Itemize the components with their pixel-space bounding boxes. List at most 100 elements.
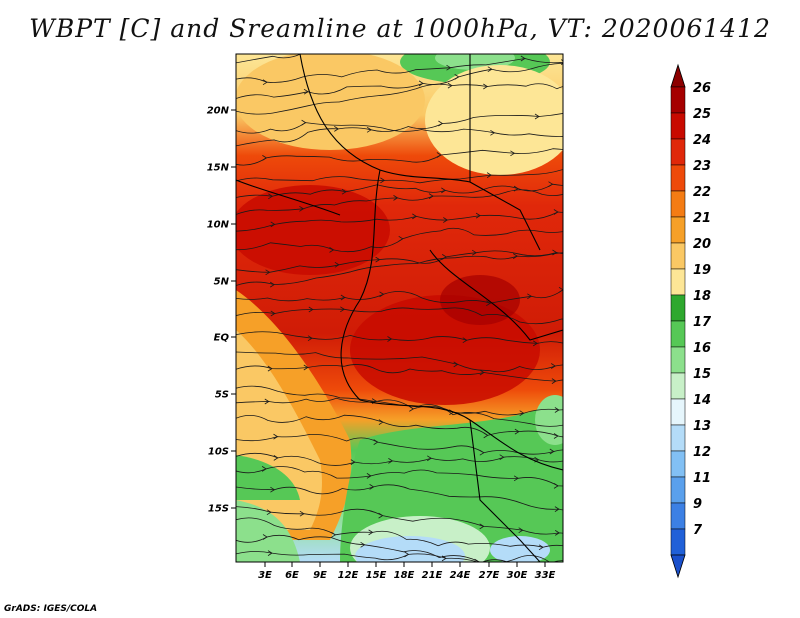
streamline [236, 252, 563, 286]
colorbar-swatch [670, 294, 686, 322]
lon-tick-label: 21E [422, 570, 443, 581]
streamline [236, 169, 563, 184]
streamline [236, 307, 563, 325]
colorbar: 26 25 24 23 22 21 20 19 18 17 16 15 14 13 12 11 9 7 [670, 63, 712, 579]
colorbar-swatch [670, 450, 686, 478]
lon-tick-label: 18E [394, 570, 415, 581]
colorbar-swatch [670, 346, 686, 374]
lon-tick-label: 6E [285, 570, 299, 581]
lon-tick-label: 9E [313, 570, 327, 581]
streamline [236, 227, 563, 253]
lat-tick-label: 10N [207, 220, 230, 231]
colorbar-label: 25 [693, 107, 711, 122]
colorbar-label: 19 [693, 263, 711, 278]
colorbar-swatch [670, 138, 686, 166]
colorbar-swatch [670, 372, 686, 400]
country-border [469, 419, 541, 562]
country-border [236, 179, 341, 216]
lon-tick-label: 30E [507, 570, 528, 581]
colorbar-swatch [670, 216, 686, 244]
streamline-arrow [573, 187, 577, 192]
colorbar-label: 11 [693, 471, 711, 486]
streamline [236, 211, 563, 232]
streamline [236, 331, 563, 344]
map-frame [235, 53, 564, 563]
streamline [236, 414, 563, 438]
colorbar-swatch [670, 164, 686, 192]
streamline [236, 250, 563, 273]
colorbar-label: 15 [693, 367, 711, 382]
colorbar-label: 7 [693, 523, 703, 538]
streamline [236, 54, 302, 64]
streamline-arrow [585, 82, 589, 87]
longitude-axis: 3E 6E 9E 12E 15E 18E 21E 24E 27E 30E 33E [258, 562, 556, 581]
colorbar-label: 22 [693, 185, 711, 200]
streamline [236, 83, 563, 115]
colorbar-bottom-arrow [670, 554, 686, 579]
colorbar-swatch [670, 86, 686, 114]
streamline-arrow [593, 314, 597, 319]
streamline [236, 534, 563, 562]
colorbar-swatch [670, 398, 686, 426]
lat-tick-label: 5S [215, 390, 229, 401]
colorbar-label: 24 [693, 133, 711, 148]
lon-tick-label: 12E [338, 570, 359, 581]
streamline-arrow [595, 132, 599, 137]
colorbar-swatch [670, 242, 686, 270]
streamline-arrow [371, 40, 375, 45]
latitude-axis: 20N 15N 10N 5N EQ 5S 10S 15S [207, 106, 236, 515]
lon-tick-label: 3E [258, 570, 272, 581]
colorbar-label: 21 [693, 211, 711, 226]
colorbar-label: 20 [693, 237, 711, 252]
country-border [429, 249, 563, 341]
streamline [236, 351, 563, 373]
colorbar-label: 13 [693, 419, 711, 434]
colorbar-label: 17 [693, 315, 712, 330]
streamline [236, 148, 563, 166]
country-border [469, 54, 541, 251]
streamline [236, 452, 563, 466]
lat-tick-label: 5N [214, 277, 230, 288]
colorbar-top-arrow [670, 63, 686, 88]
streamline-arrow [599, 285, 603, 290]
lon-tick-label: 24E [450, 570, 471, 581]
streamline-arrow [595, 413, 599, 418]
colorbar-swatch [670, 424, 686, 452]
streamline [236, 551, 509, 562]
country-border [299, 54, 471, 183]
lon-tick-label: 33E [535, 570, 556, 581]
streamlines [236, 40, 603, 572]
streamline-arrow [587, 491, 591, 496]
streamline-arrow [305, 47, 309, 52]
lat-tick-label: 15N [207, 163, 230, 174]
lat-tick-label: 15S [208, 504, 229, 515]
lon-tick-label: 27E [479, 570, 500, 581]
streamline [236, 122, 563, 137]
lat-tick-label: 10S [208, 447, 229, 458]
streamline [236, 517, 563, 548]
streamline-arrow [566, 228, 570, 233]
streamline-arrow [572, 345, 576, 350]
chart-title: WBPT [C] and Sreamline at 1000hPa, VT: 2… [29, 14, 771, 43]
streamline-arrow [580, 567, 584, 572]
colorbar-swatch [670, 190, 686, 218]
wbpt-shading [236, 54, 563, 562]
streamline-arrow [593, 433, 597, 438]
streamline [236, 506, 563, 535]
streamline [236, 62, 563, 99]
lat-tick-label: EQ [214, 333, 230, 344]
streamline-arrow [340, 42, 344, 47]
streamline-arrow [582, 363, 586, 368]
lat-tick-label: 20N [207, 106, 230, 117]
colorbar-label: 23 [693, 159, 711, 174]
colorbar-swatch [670, 268, 686, 296]
colorbar-label: 18 [693, 289, 711, 304]
streamline [236, 433, 563, 455]
streamline [236, 484, 563, 511]
streamline [236, 58, 563, 83]
streamline [236, 289, 563, 304]
streamline [236, 466, 563, 487]
grads-credit: GrADS: IGES/COLA [4, 604, 98, 614]
colorbar-label: 9 [693, 497, 702, 512]
